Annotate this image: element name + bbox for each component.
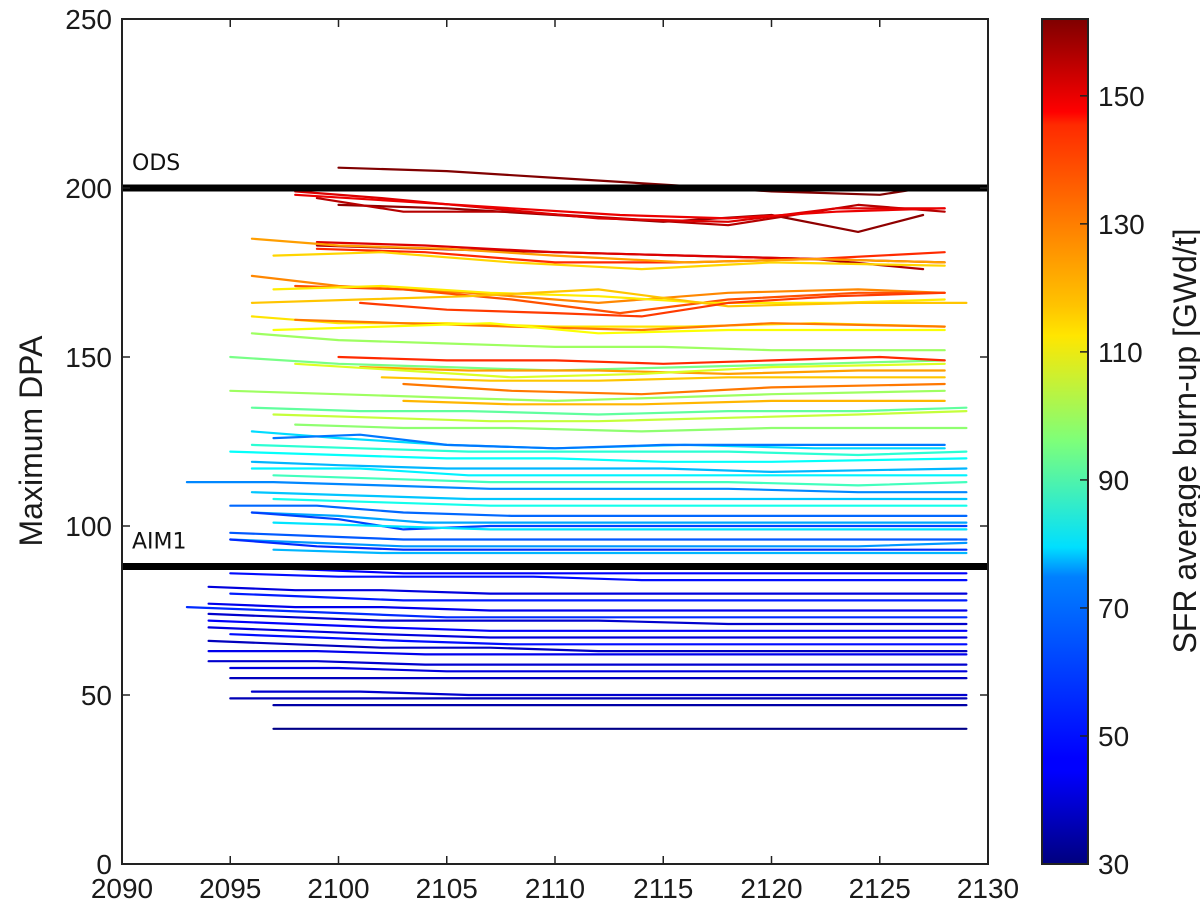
- series-line-8: [315, 247, 946, 264]
- series-line-14: [250, 288, 968, 308]
- series-line-34: [229, 450, 968, 463]
- series-line-53: [207, 602, 968, 612]
- series-line-64: [250, 690, 968, 697]
- series-line-19: [250, 332, 946, 352]
- y-tick-label: 200: [65, 173, 112, 204]
- series-line-61: [207, 660, 968, 666]
- x-tick-label: 2125: [849, 873, 911, 904]
- colorbar-ticks: 30 50 70 90 110 130 150: [1080, 81, 1145, 880]
- series-line-30: [294, 423, 968, 433]
- series-line-35: [250, 460, 968, 473]
- series-line-52: [229, 592, 968, 602]
- colorbar-tick-label: 30: [1098, 849, 1129, 880]
- series-line-32: [272, 433, 946, 450]
- x-axis: 2090 2095 2100 2105 2110 2115 2120 2125 2130: [91, 19, 1019, 904]
- series-line-33: [250, 443, 968, 457]
- series-line-55: [207, 612, 968, 626]
- colorbar-tick-label: 130: [1098, 209, 1145, 240]
- series-line-59: [207, 639, 968, 653]
- x-tick-label: 2105: [416, 873, 478, 904]
- colorbar-tick-label: 50: [1098, 721, 1129, 752]
- plot-frame: [121, 18, 989, 865]
- series-line-11: [250, 274, 946, 304]
- series-line-24: [380, 376, 946, 382]
- y-tick-label: 0: [96, 849, 112, 880]
- series-line-28: [402, 399, 946, 406]
- series-line-27: [250, 406, 968, 416]
- series-line-26: [402, 382, 946, 396]
- series-line-50: [229, 572, 968, 582]
- y-axis: 0 50 100 150 200 250: [65, 4, 988, 880]
- colorbar-tick-label: 110: [1098, 337, 1143, 368]
- series-line-49: [229, 565, 968, 575]
- x-tick-label: 2090: [91, 873, 153, 904]
- series-line-46: [229, 538, 968, 548]
- series-line-38: [185, 481, 968, 494]
- x-tick-label: 2100: [307, 873, 369, 904]
- y-axis-label: Maximum DPA: [13, 335, 49, 547]
- series-line-51: [207, 585, 968, 595]
- series-line-58: [229, 633, 968, 646]
- series-line-44: [272, 521, 968, 531]
- x-tick-label: 2130: [957, 873, 1019, 904]
- series-line-62: [229, 666, 968, 673]
- series-line-48: [272, 548, 968, 555]
- series-line-9: [250, 237, 946, 264]
- x-tick-label: 2110: [525, 873, 585, 904]
- reference-label-aim1: AIM1: [132, 530, 187, 555]
- x-tick-label: 2120: [740, 873, 802, 904]
- series-line-60: [207, 649, 968, 656]
- series-line-18: [272, 322, 946, 335]
- x-tick-label: 2115: [633, 873, 693, 904]
- y-tick-label: 100: [65, 511, 112, 542]
- colorbar-tick-label: 150: [1098, 81, 1145, 112]
- reference-label-ods: ODS: [132, 151, 180, 176]
- series-line-15: [359, 291, 946, 318]
- series-line-54: [185, 605, 968, 619]
- series-line-45: [229, 531, 968, 541]
- reference-lines: ODS AIM1: [122, 151, 988, 571]
- series-layer: [185, 166, 968, 730]
- series-line-42: [250, 511, 968, 524]
- y-tick-label: 50: [81, 680, 112, 711]
- series-line-17: [294, 318, 946, 332]
- y-tick-label: 150: [65, 342, 112, 373]
- colorbar-tick-label: 70: [1098, 593, 1129, 624]
- series-line-29: [272, 410, 968, 423]
- series-line-10: [272, 251, 946, 271]
- colorbar: [1041, 18, 1089, 865]
- series-line-40: [272, 497, 968, 507]
- colorbar-label: SFR average burn-up [GWd/t]: [1167, 228, 1200, 653]
- colorbar-tick-label: 90: [1098, 465, 1129, 496]
- x-tick-label: 2095: [199, 873, 261, 904]
- series-line-23: [294, 362, 946, 379]
- series-line-4: [294, 190, 946, 223]
- series-line-21: [337, 355, 946, 365]
- y-tick-label: 250: [65, 4, 112, 35]
- series-line-47: [229, 538, 968, 551]
- series-line-37: [272, 474, 968, 487]
- series-line-56: [207, 619, 968, 632]
- series-line-5: [294, 193, 946, 220]
- series-line-25: [229, 389, 946, 402]
- series-line-36: [250, 467, 968, 477]
- series-line-12: [294, 284, 946, 315]
- series-line-39: [250, 491, 968, 501]
- series-line-41: [229, 504, 968, 518]
- series-line-57: [207, 626, 968, 639]
- series-line-43: [250, 511, 968, 531]
